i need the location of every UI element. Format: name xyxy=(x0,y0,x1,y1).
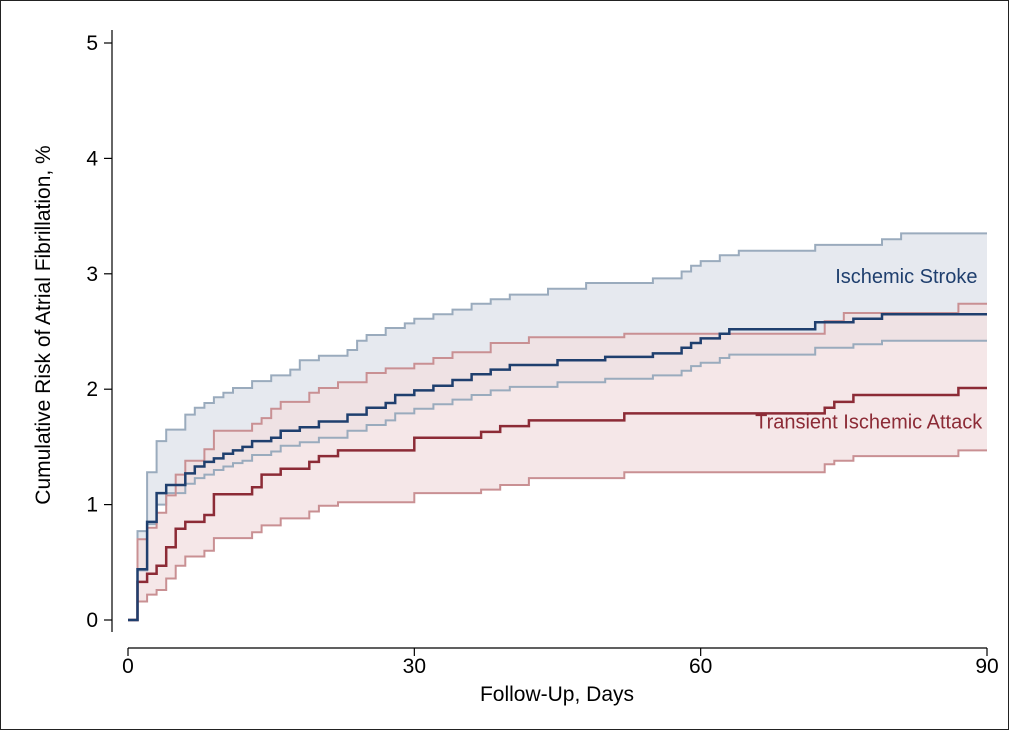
y-tick-label: 2 xyxy=(86,378,98,401)
transient-ischemic-attack-upper-ci-line xyxy=(128,302,987,621)
y-tick-label: 1 xyxy=(86,494,98,517)
y-tick-label: 5 xyxy=(86,32,98,55)
x-tick-label: 90 xyxy=(975,655,998,678)
ischemic-stroke-estimate-line xyxy=(128,312,987,622)
axes xyxy=(111,30,987,649)
x-tick-label: 60 xyxy=(689,655,712,678)
ischemic-stroke-label: Ischemic Stroke xyxy=(835,266,977,288)
transient-ischemic-attack-lower-ci-line xyxy=(128,449,987,621)
transient-ischemic-attack-label: Transient Ischemic Attack xyxy=(755,411,983,433)
series-annotations: Ischemic Stroke Transient Ischemic Attack xyxy=(755,266,983,433)
tick-marks: 0 1 2 3 4 5 0 30 60 90 xyxy=(86,32,998,678)
y-tick-label: 0 xyxy=(86,609,98,632)
ischemic-stroke-upper-ci-line xyxy=(128,232,987,621)
x-tick-label: 0 xyxy=(122,655,134,678)
x-axis-label: Follow-Up, Days xyxy=(480,683,634,706)
y-tick-label: 3 xyxy=(86,263,98,286)
transient-ischemic-attack-estimate-line xyxy=(128,386,987,622)
x-tick-label: 30 xyxy=(403,655,426,678)
series-lines xyxy=(128,312,987,622)
y-axis-label: Cumulative Risk of Atrial Fibrillation, … xyxy=(32,145,55,504)
y-tick-label: 4 xyxy=(86,147,98,170)
ischemic-stroke-lower-ci-line xyxy=(128,339,987,621)
